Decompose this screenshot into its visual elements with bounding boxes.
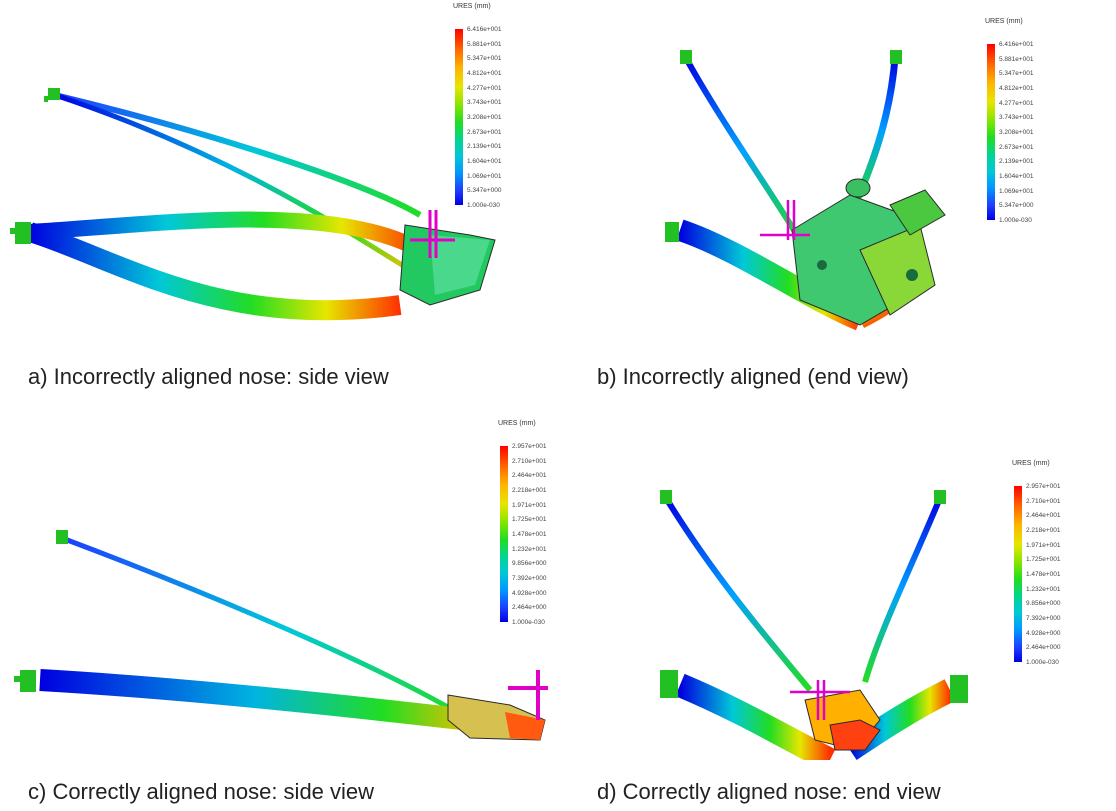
caption-a: a) Incorrectly aligned nose: side view	[28, 364, 389, 389]
fixture-icon	[665, 50, 902, 242]
legend-tick-label: 1.725e+001	[512, 516, 547, 524]
legend-tick-label: 2.464e+000	[1026, 644, 1061, 652]
legend-tick-label: 2.673e+001	[999, 143, 1034, 151]
load-arrow-icon	[508, 670, 548, 720]
legend-tick-label: 2.957e+001	[512, 443, 547, 450]
panel-d: URES (mm) 2.957e+001 2.710e+001 2.464e+001 2…	[560, 420, 1116, 760]
legend-color-bar	[500, 446, 508, 622]
legend-title: URES (mm)	[985, 18, 1023, 25]
legend-tick-label: 9.856e+000	[1026, 600, 1061, 608]
legend-tick-label: 5.347e+000	[999, 202, 1034, 210]
legend-tick-label: 2.218e+001	[1026, 527, 1061, 534]
legend-tick-label: 5.881e+001	[999, 55, 1034, 63]
legend-tick-label: 1.000e-030	[999, 217, 1032, 224]
legend-tick-label: 5.347e+000	[467, 187, 502, 195]
legend-tick-label: 2.464e+001	[512, 472, 547, 480]
frame-render-side-incorrect	[10, 88, 496, 321]
legend-color-bar	[1014, 486, 1022, 662]
legend-tick-label: 1.478e+001	[1026, 571, 1061, 578]
legend-tick-label: 7.392e+000	[1026, 615, 1061, 622]
legend-tick-label: 1.971e+001	[512, 501, 547, 509]
fixture-icon	[10, 88, 60, 244]
legend-tick-label: 2.139e+001	[467, 143, 502, 151]
legend-tick-label: 1.000e-030	[512, 619, 545, 626]
legend-tick-label: 6.416e+001	[999, 41, 1034, 48]
legend-tick-label: 1.971e+001	[1026, 541, 1061, 549]
legend-tick-label: 9.856e+000	[512, 560, 547, 568]
legend-tick-label: 4.928e+000	[1026, 629, 1061, 637]
legend-tick-label: 2.710e+001	[512, 457, 547, 465]
legend-tick-label: 1.478e+001	[512, 531, 547, 538]
legend-tick-label: 1.232e+001	[512, 545, 547, 553]
legend-title: URES (mm)	[498, 420, 536, 427]
legend-d: URES (mm) 2.957e+001 2.710e+001 2.464e+001 2…	[1012, 460, 1102, 675]
legend-tick-label: 1.604e+001	[467, 158, 502, 165]
panel-c: URES (mm) 2.957e+001 2.710e+001 2.464e+001 2…	[0, 420, 560, 760]
legend-tick-label: 5.347e+001	[999, 70, 1034, 78]
load-arrow-icon	[790, 680, 850, 720]
legend-title: URES (mm)	[453, 3, 491, 10]
legend-tick-label: 1.725e+001	[1026, 556, 1061, 564]
legend-color-bar	[455, 29, 463, 205]
legend-tick-label: 4.812e+001	[999, 85, 1034, 92]
legend-tick-label: 2.673e+001	[467, 128, 502, 136]
legend-tick-label: 5.347e+001	[467, 55, 502, 63]
panel-a: URES (mm) 6.416e+001 5.881e+001 5.347e+001 4…	[0, 0, 560, 345]
fixture-icon	[14, 530, 68, 692]
legend-color-bar	[987, 44, 995, 220]
legend-tick-label: 4.277e+001	[467, 84, 502, 92]
legend-tick-label: 2.464e+001	[1026, 512, 1061, 520]
legend-tick-label: 2.218e+001	[512, 487, 547, 494]
legend-tick-label: 4.277e+001	[999, 99, 1034, 107]
fixture-icon	[660, 490, 968, 703]
legend-tick-label: 3.208e+001	[467, 114, 502, 121]
frame-render-end-correct	[660, 490, 968, 760]
load-arrow-icon	[760, 200, 810, 240]
frame-render-end-incorrect	[665, 50, 946, 331]
legend-tick-label: 3.743e+001	[999, 114, 1034, 122]
legend-tick-label: 2.464e+000	[512, 604, 547, 612]
panel-b: URES (mm) 6.416e+001 5.881e+001 5.347e+001 4…	[560, 0, 1116, 345]
legend-tick-label: 1.000e-030	[467, 202, 500, 209]
frame-render-side-correct	[14, 530, 548, 741]
legend-tick-label: 1.069e+001	[467, 172, 502, 180]
legend-tick-label: 1.604e+001	[999, 173, 1034, 180]
legend-tick-label: 4.812e+001	[467, 70, 502, 77]
legend-tick-label: 1.069e+001	[999, 187, 1034, 195]
legend-b: URES (mm) 6.416e+001 5.881e+001 5.347e+001 4…	[985, 18, 1075, 243]
caption-d: d) Correctly aligned nose: end view	[597, 779, 941, 804]
legend-tick-label: 2.957e+001	[1026, 483, 1061, 490]
caption-b: b) Incorrectly aligned (end view)	[597, 364, 909, 389]
legend-tick-label: 3.208e+001	[999, 129, 1034, 136]
legend-tick-label: 1.000e-030	[1026, 659, 1059, 666]
legend-tick-label: 7.392e+000	[512, 575, 547, 582]
legend-tick-label: 6.416e+001	[467, 26, 502, 33]
legend-tick-label: 5.881e+001	[467, 40, 502, 48]
legend-tick-label: 1.232e+001	[1026, 585, 1061, 593]
legend-a: URES (mm) 6.416e+001 5.881e+001 5.347e+001 4…	[453, 3, 543, 218]
load-arrow-icon	[410, 210, 455, 258]
legend-tick-label: 3.743e+001	[467, 99, 502, 107]
legend-tick-label: 4.928e+000	[512, 589, 547, 597]
caption-c: c) Correctly aligned nose: side view	[28, 779, 375, 804]
legend-tick-label: 2.710e+001	[1026, 497, 1061, 505]
legend-title: URES (mm)	[1012, 460, 1050, 467]
legend-tick-label: 2.139e+001	[999, 158, 1034, 166]
legend-c: URES (mm) 2.957e+001 2.710e+001 2.464e+001 2…	[498, 420, 588, 645]
